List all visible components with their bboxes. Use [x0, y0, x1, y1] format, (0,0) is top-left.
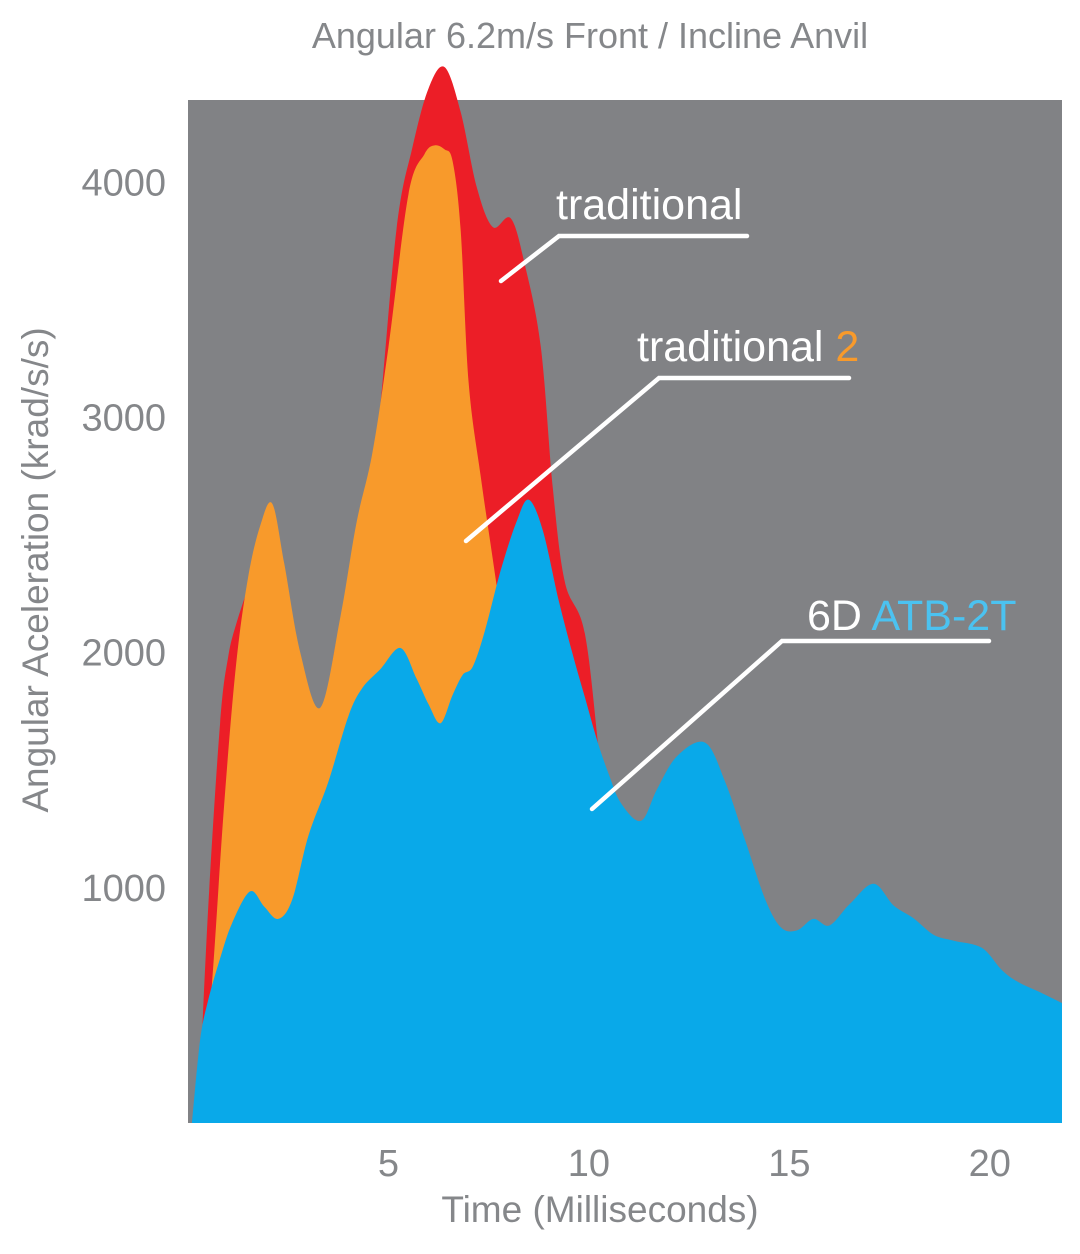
x-tick-label-15: 15	[768, 1143, 810, 1185]
y-tick-label-4000: 4000	[81, 162, 166, 204]
series-area-6d-atb-2t	[192, 499, 1062, 1123]
callout-label-traditional: traditional	[556, 181, 742, 229]
x-tick-label-20: 20	[969, 1143, 1011, 1185]
x-axis-tick-labels: 5 10 15 20	[378, 1143, 1011, 1185]
x-tick-label-10: 10	[568, 1143, 610, 1185]
x-tick-label-5: 5	[378, 1143, 399, 1185]
callout-label-traditional-2: traditional 2	[637, 323, 859, 371]
y-tick-label-1000: 1000	[81, 868, 166, 910]
x-axis-label: Time (Milliseconds)	[441, 1189, 758, 1230]
series-callout-annotations: traditional traditional 2 6D ATB-2T	[463, 181, 1016, 812]
y-tick-label-3000: 3000	[81, 398, 166, 440]
callout-leader-line-traditional	[498, 233, 750, 284]
callout-label-6d-atb-2t: 6D ATB-2T	[807, 592, 1016, 640]
y-axis-tick-labels: 1000 2000 3000 4000	[81, 162, 166, 910]
chart-title: Angular 6.2m/s Front / Incline Anvil	[312, 15, 868, 56]
callout-leader-line-traditional-2	[463, 375, 852, 544]
series-areas	[192, 66, 1062, 1123]
callout-leader-line-6d-atb-2t	[589, 638, 992, 812]
y-tick-label-2000: 2000	[81, 633, 166, 675]
y-axis-label: Angular Aceleration (krad/s/s)	[15, 327, 56, 812]
